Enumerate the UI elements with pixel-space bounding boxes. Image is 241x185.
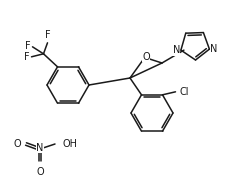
Text: N: N <box>36 143 44 153</box>
Text: Cl: Cl <box>180 87 189 97</box>
Text: N: N <box>173 45 180 55</box>
Text: F: F <box>24 52 29 62</box>
Text: N: N <box>210 44 218 54</box>
Text: F: F <box>25 41 31 51</box>
Text: O: O <box>13 139 21 149</box>
Text: F: F <box>45 30 50 40</box>
Text: O: O <box>142 51 150 61</box>
Text: O: O <box>36 167 44 177</box>
Text: OH: OH <box>62 139 77 149</box>
